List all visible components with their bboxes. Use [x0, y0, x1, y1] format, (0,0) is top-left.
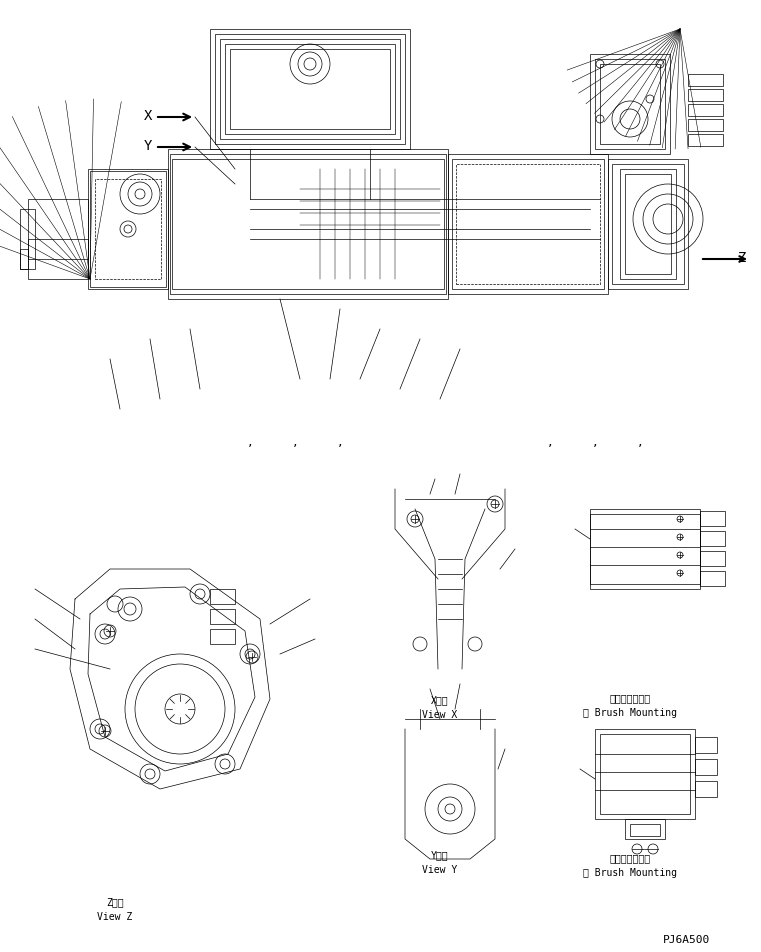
Text: ,: ,: [546, 438, 553, 447]
Bar: [168, 149, 448, 300]
Bar: [688, 89, 723, 102]
Bar: [700, 531, 725, 546]
Bar: [620, 169, 676, 280]
Bar: [630, 824, 660, 836]
Text: ,: ,: [637, 438, 643, 447]
Bar: [590, 55, 670, 155]
Bar: [700, 571, 725, 586]
Bar: [210, 629, 235, 645]
Bar: [688, 135, 723, 147]
Bar: [590, 509, 700, 589]
Bar: [28, 240, 88, 260]
Bar: [172, 160, 444, 289]
Bar: [612, 165, 684, 285]
Text: ④ブラシ取付法: ④ブラシ取付法: [610, 852, 651, 863]
Bar: [88, 169, 168, 289]
Bar: [95, 180, 161, 280]
Text: Y　視: Y 視: [431, 849, 449, 859]
Bar: [695, 759, 717, 775]
Bar: [225, 45, 395, 135]
Text: ,: ,: [247, 438, 253, 447]
Text: X: X: [144, 109, 152, 123]
Bar: [608, 160, 688, 289]
Bar: [625, 175, 671, 275]
Bar: [210, 589, 235, 605]
Text: ,: ,: [591, 438, 598, 447]
Text: ④ Brush Mounting: ④ Brush Mounting: [583, 867, 677, 877]
Text: View Z: View Z: [97, 911, 132, 921]
Text: View X: View X: [422, 709, 457, 720]
Text: PJ6A500: PJ6A500: [663, 934, 710, 944]
Bar: [170, 155, 446, 295]
Bar: [600, 65, 660, 145]
Text: ⓒブラシ取付法: ⓒブラシ取付法: [610, 692, 651, 703]
Bar: [600, 734, 690, 814]
Text: ,: ,: [336, 438, 343, 447]
Bar: [595, 60, 665, 149]
Bar: [20, 249, 28, 269]
Bar: [90, 171, 166, 288]
Bar: [28, 200, 88, 280]
Bar: [695, 737, 717, 753]
Bar: [448, 155, 608, 295]
Bar: [688, 75, 723, 87]
Bar: [700, 511, 725, 526]
Bar: [20, 209, 35, 269]
Bar: [210, 30, 410, 149]
Text: X　視: X 視: [431, 694, 449, 704]
Bar: [456, 165, 600, 285]
Text: Z: Z: [738, 250, 747, 265]
Text: View Y: View Y: [422, 864, 457, 874]
Bar: [220, 40, 400, 140]
Bar: [230, 50, 390, 129]
Bar: [452, 160, 604, 289]
Bar: [595, 729, 695, 819]
Bar: [700, 551, 725, 566]
Text: Y: Y: [144, 139, 152, 153]
Bar: [210, 609, 235, 625]
Bar: [695, 782, 717, 797]
Bar: [590, 514, 700, 585]
Bar: [688, 105, 723, 117]
Bar: [625, 819, 665, 839]
Bar: [688, 120, 723, 132]
Text: Z　視: Z 視: [107, 896, 124, 906]
Bar: [215, 35, 405, 145]
Text: ⓒ Brush Mounting: ⓒ Brush Mounting: [583, 707, 677, 717]
Text: ,: ,: [291, 438, 298, 447]
